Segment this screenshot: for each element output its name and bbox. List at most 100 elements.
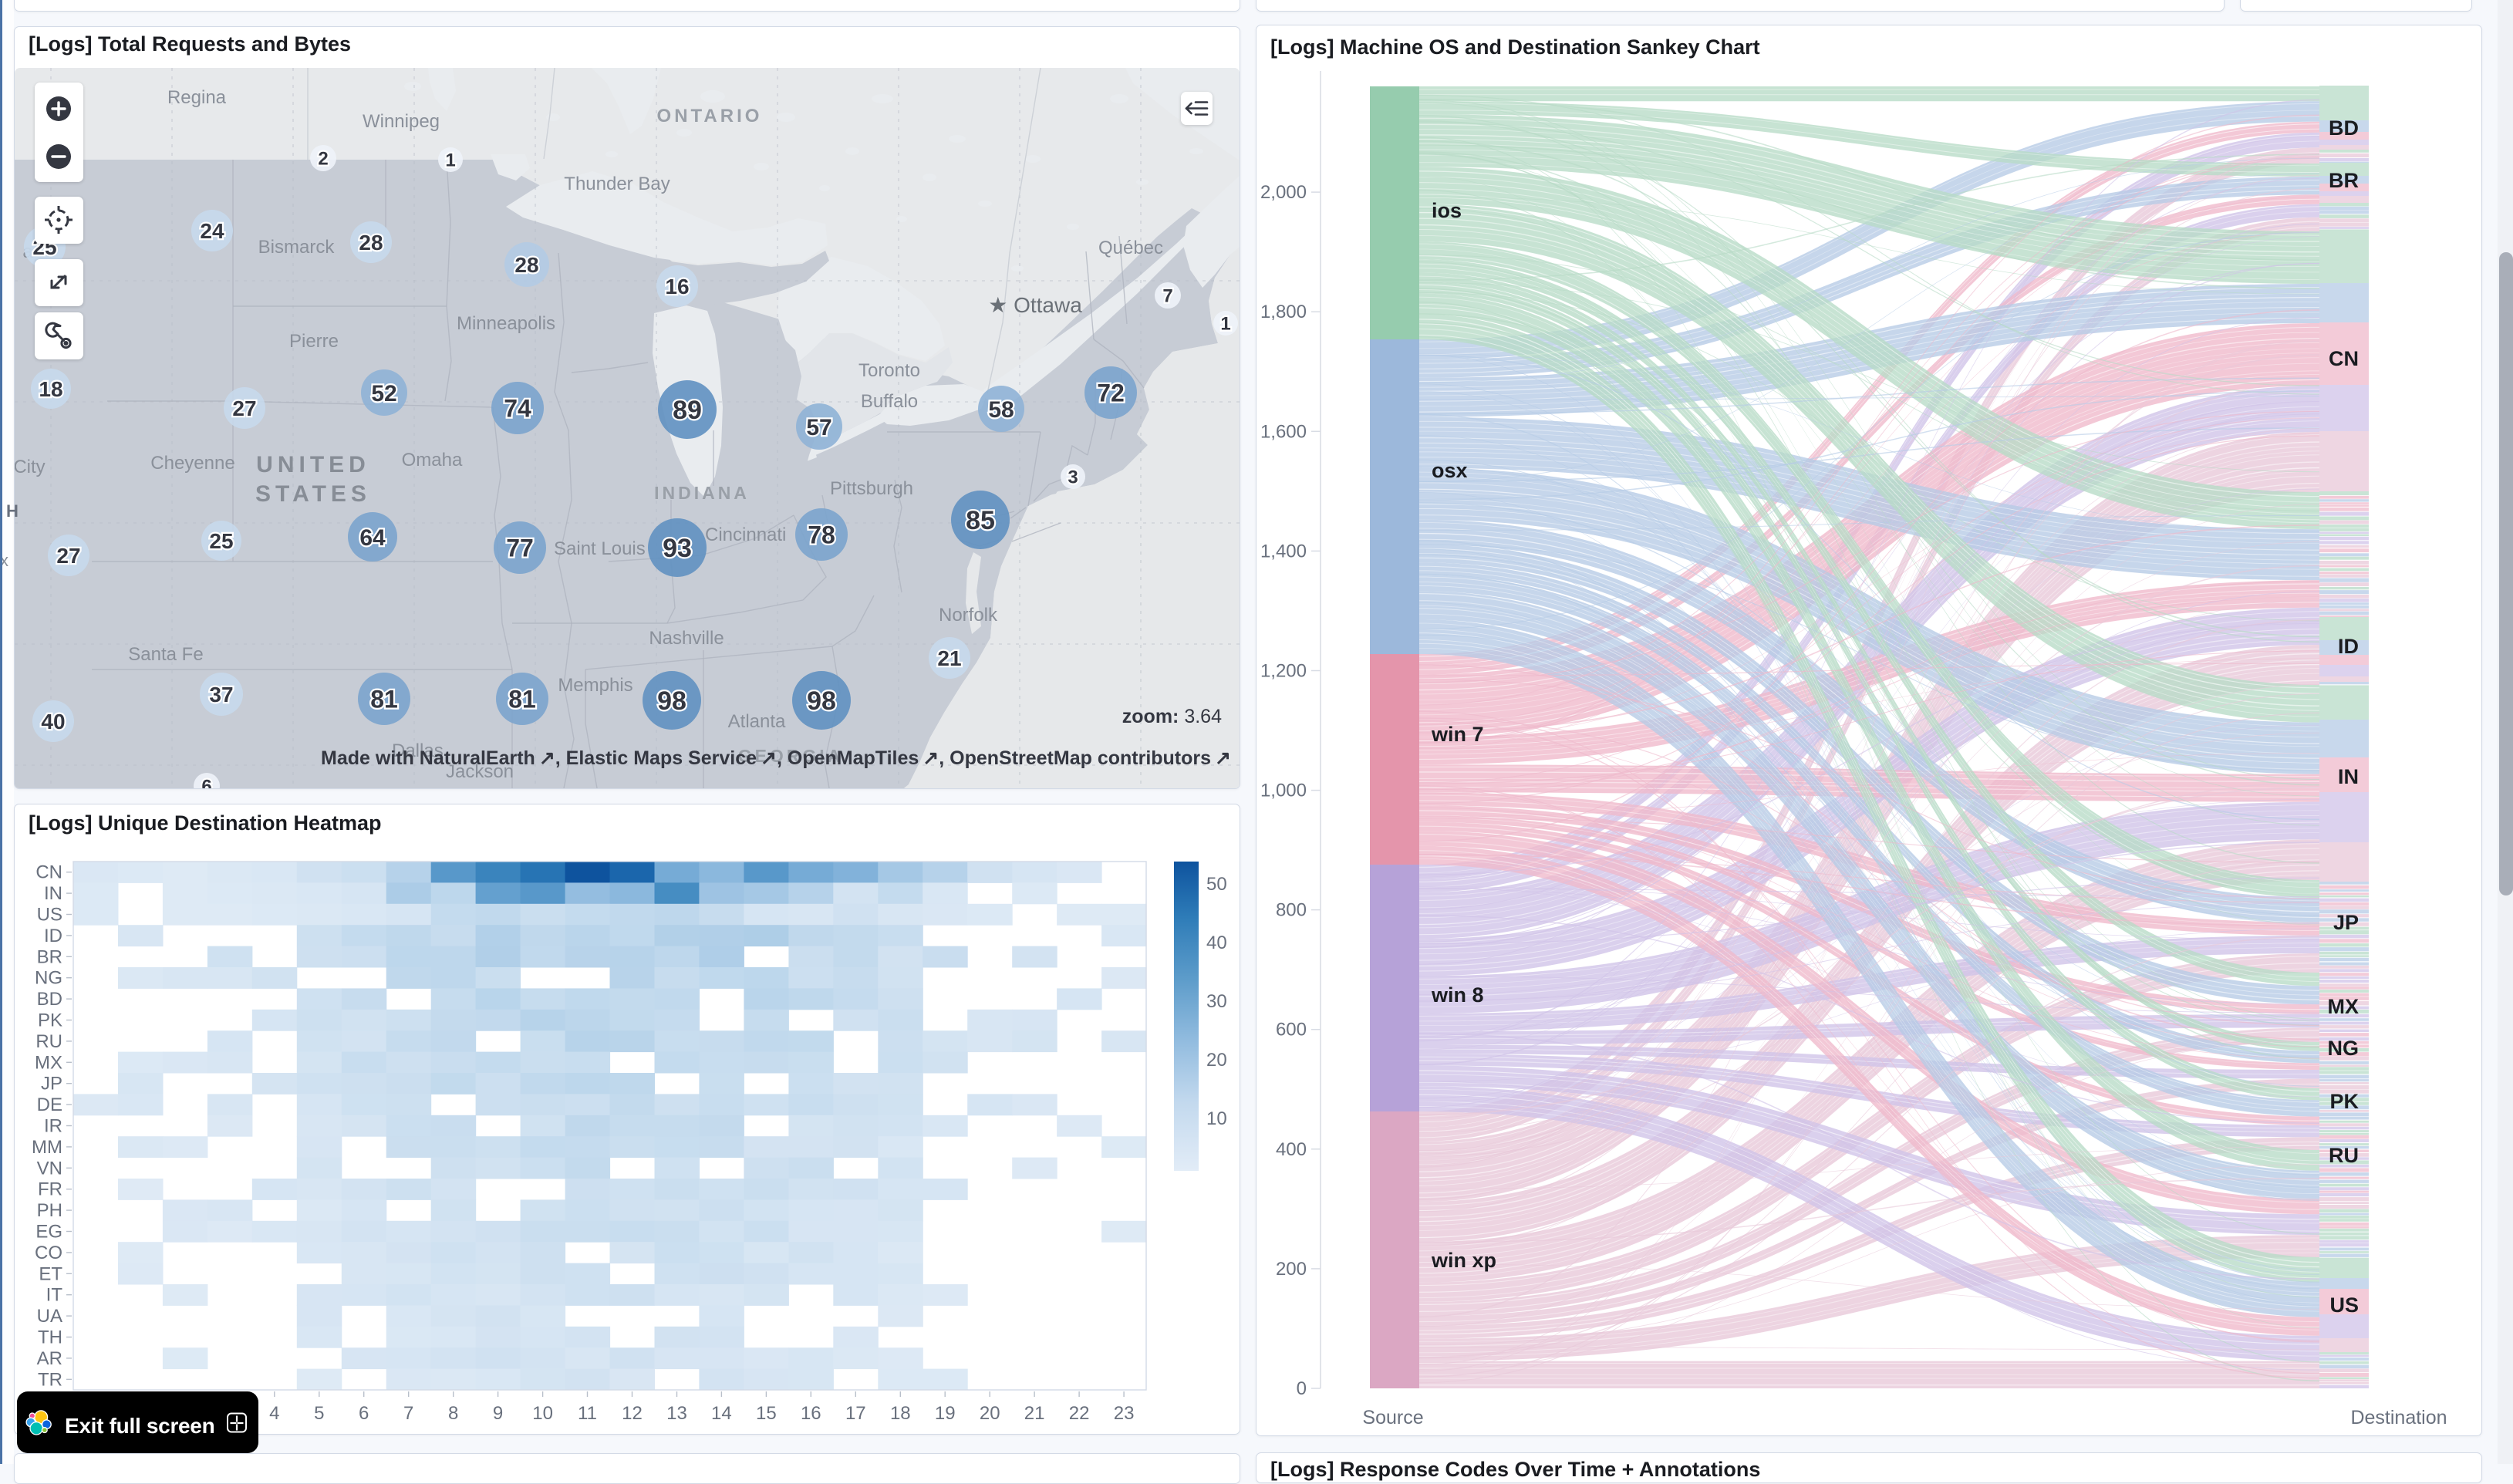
svg-text:200: 200 <box>1276 1259 1307 1280</box>
svg-text:Bismarck: Bismarck <box>258 237 336 258</box>
svg-text:US: US <box>2329 1293 2359 1317</box>
svg-text:TR: TR <box>38 1369 62 1390</box>
svg-text:ID: ID <box>44 926 62 946</box>
svg-text:Santa Fe: Santa Fe <box>128 644 203 665</box>
svg-text:INDIANA: INDIANA <box>654 483 750 503</box>
svg-text:NG: NG <box>35 968 62 989</box>
svg-text:GEORGIA: GEORGIA <box>738 746 844 766</box>
svg-text:Made with NaturalEarth ↗, Elas: Made with NaturalEarth ↗, Elastic Maps S… <box>321 747 1231 769</box>
svg-text:7: 7 <box>1162 286 1172 307</box>
svg-text:81: 81 <box>370 686 398 713</box>
svg-text:20: 20 <box>980 1403 1000 1424</box>
svg-text:BD: BD <box>37 989 62 1010</box>
svg-text:98: 98 <box>657 686 686 716</box>
svg-text:2: 2 <box>318 149 328 170</box>
svg-text:win 7: win 7 <box>1431 723 1484 746</box>
svg-text:16: 16 <box>665 275 689 298</box>
svg-text:BR: BR <box>37 946 62 967</box>
svg-text:37: 37 <box>209 683 233 707</box>
svg-text:7: 7 <box>403 1403 413 1424</box>
svg-text:win 8: win 8 <box>1431 983 1484 1007</box>
svg-text:14: 14 <box>711 1403 732 1424</box>
svg-text:PK: PK <box>2329 1090 2359 1113</box>
svg-text:0: 0 <box>1297 1378 1307 1399</box>
svg-text:Regina: Regina <box>167 87 227 108</box>
svg-text:78: 78 <box>808 521 835 549</box>
svg-text:ios: ios <box>1432 199 1462 222</box>
svg-text:400: 400 <box>1276 1139 1307 1160</box>
svg-text:VN: VN <box>37 1158 62 1179</box>
svg-text:27: 27 <box>56 544 80 568</box>
svg-text:IN: IN <box>2338 765 2359 788</box>
svg-text:Nashville: Nashville <box>649 628 724 649</box>
svg-text:RU: RU <box>2329 1144 2359 1167</box>
svg-text:1,200: 1,200 <box>1260 661 1307 682</box>
svg-text:City: City <box>15 457 46 477</box>
svg-text:Destination: Destination <box>2350 1407 2447 1428</box>
svg-text:1: 1 <box>445 150 455 171</box>
svg-text:18: 18 <box>39 377 62 401</box>
svg-text:Atlanta: Atlanta <box>728 711 786 732</box>
svg-text:2,000: 2,000 <box>1260 182 1307 203</box>
svg-text:13: 13 <box>666 1403 687 1424</box>
svg-text:UNITED: UNITED <box>256 452 370 477</box>
svg-text:win xp: win xp <box>1431 1249 1496 1272</box>
svg-text:Dallas: Dallas <box>392 740 444 761</box>
svg-text:ET: ET <box>39 1263 62 1284</box>
svg-text:Source: Source <box>1362 1407 1423 1428</box>
svg-text:23: 23 <box>1114 1403 1135 1424</box>
svg-text:85: 85 <box>966 506 995 535</box>
svg-text:1,000: 1,000 <box>1260 781 1307 801</box>
svg-text:Cheyenne: Cheyenne <box>150 453 234 474</box>
svg-text:Pierre: Pierre <box>289 331 339 352</box>
svg-text:17: 17 <box>845 1403 866 1424</box>
svg-text:IR: IR <box>44 1116 62 1137</box>
svg-text:800: 800 <box>1276 900 1307 921</box>
svg-text:28: 28 <box>359 231 383 255</box>
svg-text:PK: PK <box>38 1010 62 1031</box>
svg-text:3: 3 <box>1068 467 1078 488</box>
svg-text:Buffalo: Buffalo <box>861 391 918 412</box>
svg-text:BR: BR <box>2329 169 2359 192</box>
svg-text:10: 10 <box>532 1403 553 1424</box>
svg-text:10: 10 <box>1206 1108 1227 1129</box>
svg-text:72: 72 <box>1097 379 1125 407</box>
svg-text:Cincinnati: Cincinnati <box>705 524 786 545</box>
svg-text:27: 27 <box>232 396 256 420</box>
svg-text:CN: CN <box>2329 347 2359 370</box>
svg-text:JP: JP <box>2333 911 2359 934</box>
svg-text:MX: MX <box>2328 995 2360 1018</box>
svg-text:81: 81 <box>508 686 536 713</box>
svg-text:15: 15 <box>756 1403 777 1424</box>
svg-text:21: 21 <box>1024 1403 1045 1424</box>
svg-text:Minneapolis: Minneapolis <box>457 313 555 334</box>
svg-text:1,800: 1,800 <box>1260 302 1307 322</box>
svg-text:28: 28 <box>514 253 538 277</box>
svg-text:DE: DE <box>37 1094 62 1115</box>
svg-text:8: 8 <box>448 1403 458 1424</box>
svg-text:Québec: Québec <box>1098 238 1163 258</box>
svg-text:BD: BD <box>2329 116 2359 140</box>
svg-text:EG: EG <box>35 1222 62 1243</box>
svg-text:25: 25 <box>209 529 233 553</box>
svg-text:FR: FR <box>38 1179 62 1200</box>
svg-text:1: 1 <box>1220 314 1230 335</box>
svg-text:TH: TH <box>38 1327 62 1348</box>
svg-text:Exit full screen: Exit full screen <box>65 1414 214 1438</box>
svg-text:IT: IT <box>46 1285 63 1306</box>
svg-text:Saint Louis: Saint Louis <box>554 538 646 559</box>
svg-text:1,400: 1,400 <box>1260 541 1307 562</box>
svg-text:19: 19 <box>935 1403 956 1424</box>
svg-text:AR: AR <box>37 1348 62 1369</box>
svg-text:30: 30 <box>1206 991 1227 1012</box>
svg-text:600: 600 <box>1276 1020 1307 1040</box>
svg-text:CN: CN <box>35 862 62 883</box>
svg-text:16: 16 <box>801 1403 821 1424</box>
svg-text:Memphis: Memphis <box>558 675 632 696</box>
svg-text:9: 9 <box>493 1403 503 1424</box>
svg-text:11: 11 <box>578 1403 597 1424</box>
svg-text:20: 20 <box>1206 1050 1227 1071</box>
svg-text:98: 98 <box>807 686 836 716</box>
svg-text:Norfolk: Norfolk <box>939 605 998 626</box>
svg-text:ONTARIO: ONTARIO <box>657 106 763 126</box>
